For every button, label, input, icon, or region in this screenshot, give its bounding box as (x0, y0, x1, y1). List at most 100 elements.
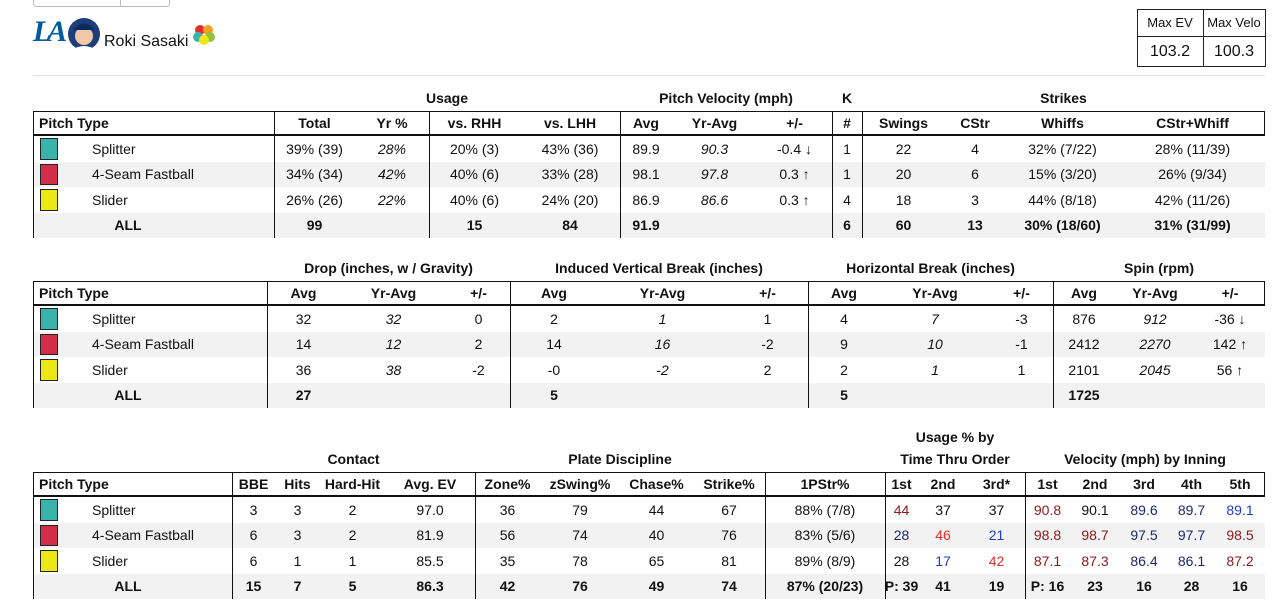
table-cell: 4 (843, 191, 851, 208)
table-cell: 2 (840, 361, 848, 378)
table-cell: 84 (562, 217, 578, 234)
pitch-name: Splitter (92, 140, 136, 157)
table-cell: 83% (5/6) (794, 527, 856, 544)
table-cell: 89.1 (1226, 501, 1254, 518)
pitch-mix-icon[interactable] (193, 23, 215, 45)
table-cell: 5 (840, 387, 848, 404)
column-header: Yr-Avg (691, 115, 738, 131)
table-cell: 37 (988, 501, 1005, 518)
pitch-name: 4-Seam Fastball (92, 336, 194, 353)
table-cell: 34% (34) (286, 166, 343, 183)
column-separator (620, 111, 621, 238)
column-header: 3rd* (982, 476, 1011, 492)
table-cell: 41 (935, 578, 951, 595)
table-cell: 85.5 (416, 552, 444, 569)
table-cell: 2 (348, 501, 357, 518)
column-header: Yr-Avg (1132, 285, 1178, 301)
table-cell: 97.0 (416, 501, 444, 518)
top-buttons[interactable] (33, 0, 170, 7)
column-separator (475, 472, 476, 599)
column-header: # (843, 115, 851, 131)
stat-label: Max Velo (1207, 15, 1261, 30)
table-cell: 2 (763, 361, 772, 378)
table-cell: 6 (249, 552, 258, 569)
table-cell: 91.9 (632, 217, 660, 234)
table-cell: 3 (293, 501, 302, 518)
table-cell: 31% (31/99) (1154, 217, 1231, 234)
column-header: Yr-Avg (639, 285, 686, 301)
column-header: CStr (960, 115, 990, 131)
team-logo: LA (32, 15, 67, 48)
table-cell: 97.8 (700, 166, 729, 183)
table-cell: 10 (927, 336, 943, 353)
table-left-border (33, 111, 34, 238)
table-cell: 87.2 (1226, 552, 1254, 569)
table-cell: 26% (26) (286, 191, 343, 208)
pitch-swatch (40, 138, 58, 160)
table-cell: 90.8 (1033, 501, 1062, 518)
table-cell: 1 (658, 310, 667, 327)
table-cell: 0.3 ↑ (779, 191, 810, 208)
player-avatar (68, 18, 100, 51)
column-header: Zone% (484, 476, 531, 492)
column-separator (1053, 281, 1054, 408)
pitch-name: Slider (92, 191, 128, 208)
column-header: Strike% (703, 476, 755, 492)
table-cell: -0 (547, 361, 561, 378)
table-cell: 43% (36) (541, 140, 599, 157)
table-cell: 28 (893, 552, 910, 569)
column-separator (274, 111, 275, 238)
column-header: 4th (1181, 476, 1202, 492)
table-cell: 1 (293, 552, 302, 569)
pitch-name: Slider (92, 552, 128, 569)
table-cell: 87.1 (1033, 552, 1062, 569)
table-cell: 99 (306, 217, 323, 234)
column-header: CStr+Whiff (1156, 115, 1229, 131)
pitch-swatch (40, 550, 58, 572)
table-cell: 3 (971, 191, 979, 208)
table-cell: 20% (3) (449, 140, 500, 157)
column-header: +/- (1013, 285, 1030, 301)
column-header: +/- (470, 285, 487, 301)
table-cell: 16 (1136, 578, 1152, 595)
table-cell: -0.4 ↓ (776, 140, 812, 157)
group-header: Induced Vertical Break (inches) (555, 260, 763, 276)
table-cell: 912 (1143, 310, 1167, 327)
table-cell: -2 (656, 361, 669, 378)
column-header: 1st (891, 476, 912, 492)
table-cell: 28% (11/39) (1154, 140, 1231, 157)
table-cell: 1 (931, 361, 939, 378)
group-header: K (841, 90, 853, 106)
column-separator (862, 111, 863, 238)
column-separator (1025, 472, 1026, 599)
header-bottom-border (33, 495, 1265, 497)
table-cell: 21 (988, 527, 1005, 544)
group-header: Plate Discipline (568, 451, 672, 467)
table-cell: 6 (843, 217, 851, 234)
stat-label: Max EV (1147, 15, 1193, 30)
table-cell: -3 (1015, 310, 1028, 327)
table-cell: 39% (39) (286, 140, 343, 157)
table-cell: 3 (293, 527, 302, 544)
table-cell: -2 (472, 361, 485, 378)
table-cell: 76 (572, 578, 588, 595)
group-header: Horizontal Break (inches) (846, 260, 1015, 276)
table-cell: 13 (967, 217, 983, 234)
column-header: Avg (633, 115, 659, 131)
table-cell: 4 (971, 140, 979, 157)
column-header: 5th (1229, 476, 1251, 492)
table-cell: 14 (295, 336, 312, 353)
table-cell: 81.9 (416, 527, 444, 544)
pitch-name: 4-Seam Fastball (92, 527, 194, 544)
table-cell: 28 (1183, 578, 1200, 595)
pitch-name: Splitter (92, 310, 136, 327)
pitch-swatch (40, 333, 58, 355)
column-header: Swings (878, 115, 928, 131)
table-cell: 44 (893, 501, 910, 518)
table-cell: 74 (721, 578, 737, 595)
table-cell: 5 (348, 578, 357, 595)
table-cell: 56 ↑ (1216, 361, 1244, 378)
player-name: Roki Sasaki (104, 33, 189, 50)
row-background (33, 573, 1265, 599)
